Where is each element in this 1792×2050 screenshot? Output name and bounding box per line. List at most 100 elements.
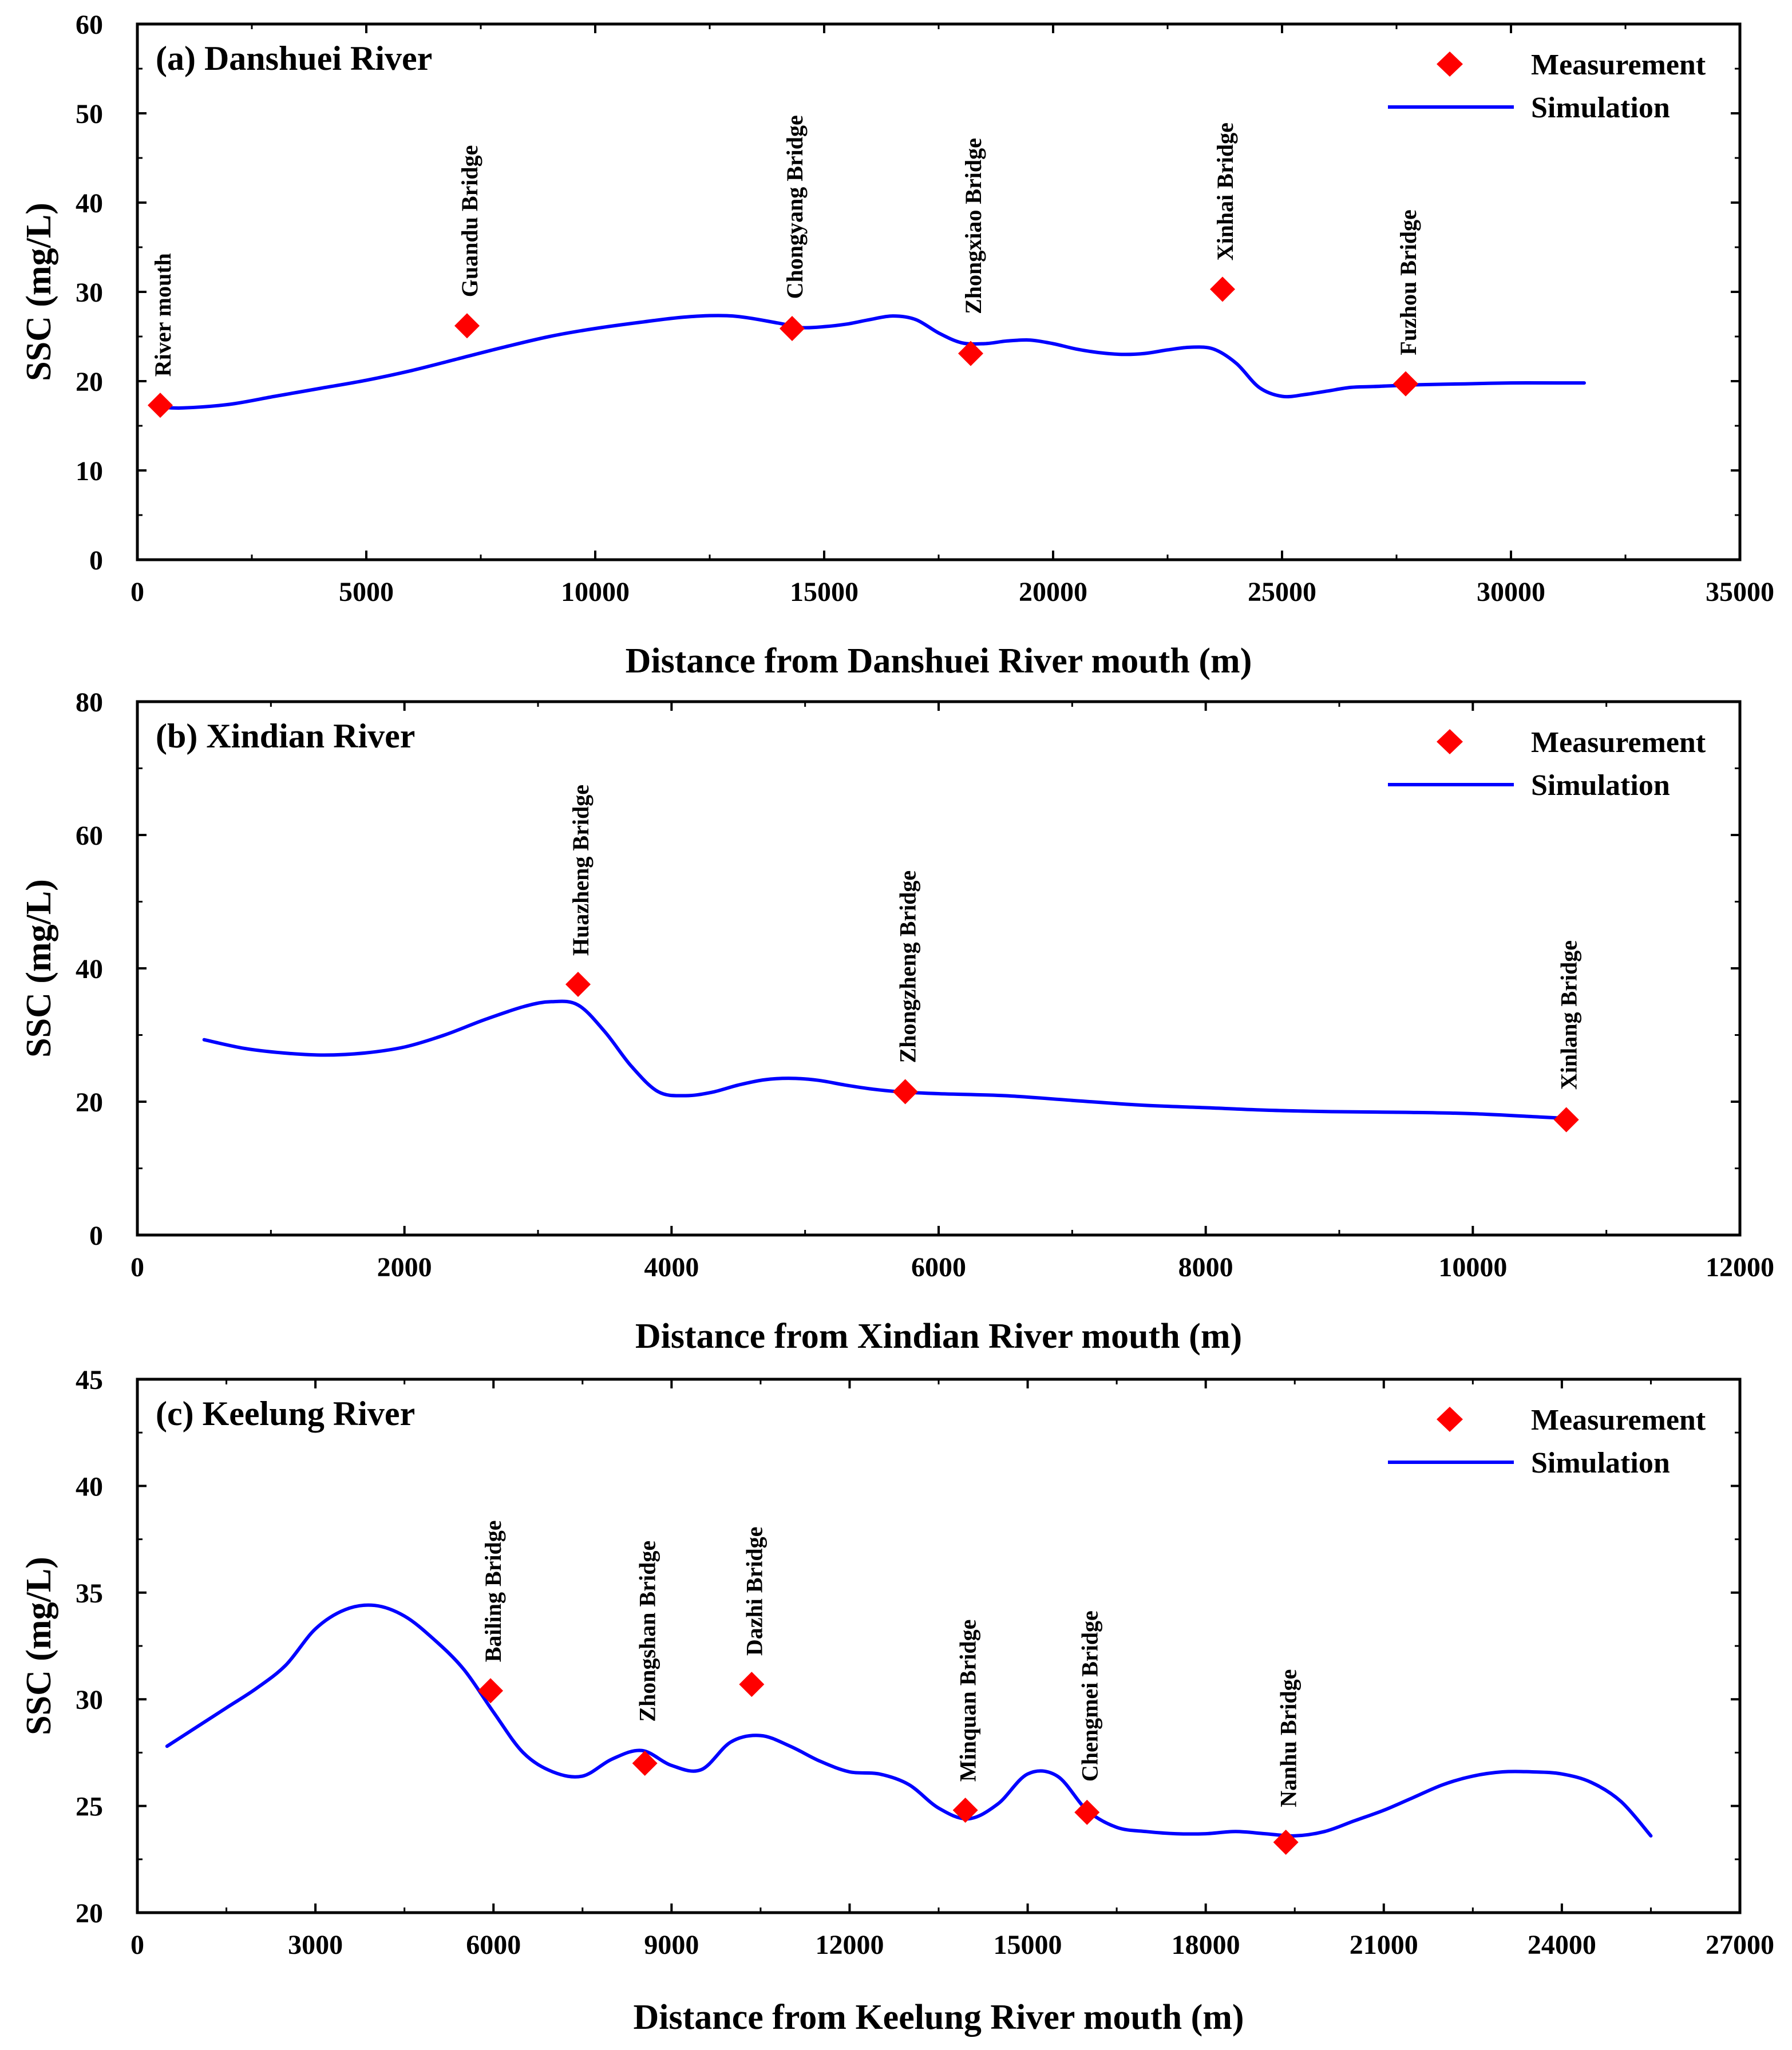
measurement-point — [739, 1672, 765, 1697]
measurement-point — [1553, 1107, 1579, 1133]
station-label: Zhongxiao Bridge — [960, 138, 986, 314]
x-tick-label: 20000 — [1019, 577, 1087, 607]
plot-frame — [136, 22, 1742, 561]
x-tick-label: 30000 — [1477, 577, 1545, 607]
x-tick-label: 4000 — [644, 1252, 699, 1283]
x-tick-label: 18000 — [1172, 1930, 1240, 1960]
station-label: Zhongshan Bridge — [635, 1541, 660, 1722]
x-tick-label: 15000 — [790, 577, 859, 607]
x-tick-label: 0 — [130, 577, 144, 607]
plot-frame — [136, 700, 1742, 1237]
simulation-line — [159, 314, 1586, 410]
simulation-line — [202, 999, 1568, 1121]
station-label: Dazhi Bridge — [741, 1527, 767, 1656]
simulation-line — [165, 1603, 1653, 1838]
chart-panel-3: 0 3000 6000 9000 12000 15000 18000 21000 24000 27… — [19, 1365, 1774, 2037]
station-label: Nanhu Bridge — [1276, 1669, 1302, 1807]
x-tick-label: 10000 — [1438, 1252, 1507, 1283]
measurement-point — [478, 1678, 504, 1704]
chart-panel-1: 0 5000 10000 15000 20000 25000 30000 35000 0 10 20… — [19, 10, 1774, 680]
y-tick-label: 50 — [76, 99, 103, 129]
plot-frame — [136, 1378, 1742, 1914]
x-tick-label: 12000 — [1706, 1252, 1774, 1283]
chart-panel-2: 0 2000 4000 6000 8000 10000 12000 0 20 40 60 80 Dist… — [19, 687, 1774, 1356]
station-label: River mouth — [150, 253, 176, 377]
legend-measurement-marker — [1437, 1407, 1463, 1432]
y-tick-label: 30 — [76, 1685, 103, 1715]
y-tick-label: 60 — [76, 821, 103, 851]
x-tick-label: 15000 — [994, 1930, 1062, 1960]
x-tick-label: 8000 — [1178, 1252, 1233, 1283]
measurement-point — [1074, 1799, 1100, 1825]
panel-title: (b) Xindian River — [156, 717, 415, 755]
x-tick-label: 27000 — [1706, 1930, 1774, 1960]
measurement-point — [1393, 371, 1418, 397]
x-tick-label: 21000 — [1350, 1930, 1418, 1960]
y-tick-label: 40 — [76, 1471, 103, 1502]
measurement-point — [952, 1798, 978, 1823]
station-label: Xinhai Bridge — [1212, 122, 1238, 260]
measurement-point — [565, 971, 591, 997]
measurement-point — [958, 341, 983, 366]
legend-measurement-label: Measurement — [1531, 49, 1706, 81]
x-tick-label: 10000 — [561, 577, 630, 607]
y-tick-label: 0 — [89, 1221, 103, 1251]
x-tick-label: 0 — [130, 1930, 144, 1960]
measurement-point — [780, 315, 805, 341]
x-tick-label: 25000 — [1248, 577, 1316, 607]
y-axis-label: SSC (mg/L) — [19, 879, 58, 1058]
station-label: Zhongzheng Bridge — [895, 870, 921, 1063]
y-tick-label: 60 — [76, 10, 103, 40]
y-tick-label: 30 — [76, 278, 103, 308]
y-tick-label: 35 — [76, 1578, 103, 1609]
legend-simulation-label: Simulation — [1531, 1447, 1670, 1479]
x-tick-label: 6000 — [911, 1252, 966, 1283]
legend-measurement-marker — [1437, 729, 1463, 754]
y-tick-label: 45 — [76, 1365, 103, 1395]
station-label: Huazheng Bridge — [568, 785, 594, 956]
measurement-point — [148, 393, 173, 418]
measurement-point — [1210, 276, 1235, 302]
x-tick-label: 35000 — [1706, 577, 1774, 607]
y-tick-label: 20 — [76, 367, 103, 397]
station-label: Guandu Bridge — [457, 145, 482, 298]
legend-measurement-marker — [1437, 52, 1463, 77]
y-axis-label: SSC (mg/L) — [19, 203, 58, 381]
station-label: Xinlang Bridge — [1556, 940, 1582, 1090]
x-axis-label: Distance from Xindian River mouth (m) — [635, 1317, 1242, 1356]
y-tick-label: 0 — [89, 545, 103, 576]
y-tick-label: 20 — [76, 1898, 103, 1929]
measurement-point — [892, 1079, 918, 1105]
x-tick-label: 6000 — [466, 1930, 521, 1960]
measurement-point — [632, 1751, 658, 1776]
x-tick-label: 0 — [130, 1252, 144, 1283]
legend-measurement-label: Measurement — [1531, 726, 1706, 759]
legend-simulation-label: Simulation — [1531, 769, 1670, 802]
y-tick-label: 25 — [76, 1792, 103, 1822]
y-tick-label: 20 — [76, 1087, 103, 1118]
y-tick-label: 80 — [76, 687, 103, 718]
x-tick-label: 12000 — [815, 1930, 884, 1960]
legend-simulation-label: Simulation — [1531, 92, 1670, 124]
station-label: Minquan Bridge — [955, 1620, 981, 1782]
station-label: Fuzhou Bridge — [1395, 209, 1421, 355]
x-axis-label: Distance from Danshuei River mouth (m) — [626, 642, 1252, 680]
measurement-point — [454, 313, 480, 339]
panel-title: (a) Danshuei River — [156, 39, 432, 77]
x-tick-label: 9000 — [644, 1930, 699, 1960]
y-tick-label: 40 — [76, 954, 103, 984]
station-label: Bailing Bridge — [480, 1520, 506, 1662]
x-tick-label: 24000 — [1528, 1930, 1596, 1960]
y-axis-label: SSC (mg/L) — [19, 1557, 58, 1735]
x-tick-label: 3000 — [288, 1930, 343, 1960]
y-tick-label: 10 — [76, 456, 103, 486]
panel-title: (c) Keelung River — [156, 1395, 415, 1432]
x-tick-label: 5000 — [339, 577, 394, 607]
legend-measurement-label: Measurement — [1531, 1404, 1706, 1436]
station-label: Chengmei Bridge — [1077, 1610, 1102, 1782]
x-tick-label: 2000 — [377, 1252, 432, 1283]
measurement-point — [1273, 1829, 1299, 1855]
y-tick-label: 40 — [76, 188, 103, 219]
station-label: Chongyang Bridge — [782, 115, 808, 299]
